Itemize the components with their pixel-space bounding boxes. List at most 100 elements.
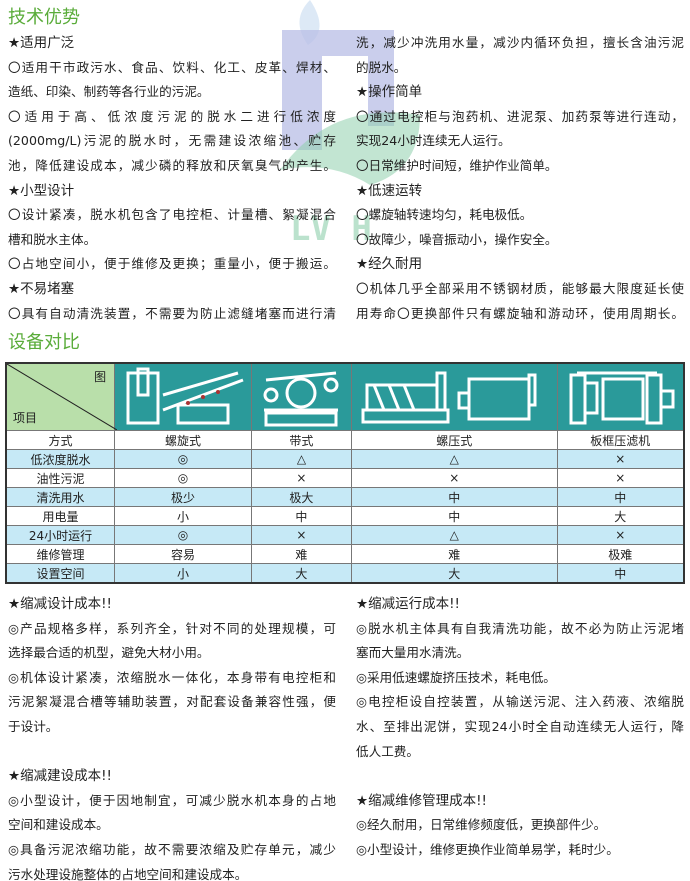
table-cell: 容易 (114, 544, 252, 564)
text-line: ◎电控柜设自控装置，从输送污泥、注入药液、浓缩脱 (356, 694, 684, 710)
text-line: 于设计。 (8, 718, 59, 734)
text-line: 洗，减少冲洗用水量，减沙内循环负担，擅长含油污泥 (356, 35, 684, 50)
table-cell: × (251, 525, 352, 545)
table-cell: △ (251, 449, 352, 469)
header-cell: 方式 (5, 430, 116, 450)
spacer (356, 764, 684, 789)
feature-heading: ★适用广泛 (8, 35, 75, 51)
text-line: (2000mg/L)污泥的脱水时，无需建设浓缩池、贮存 (8, 133, 336, 149)
table-cell: 中 (251, 506, 352, 526)
table-cell: 极大 (251, 487, 352, 507)
row-label-cell: 维修管理 (5, 544, 116, 564)
row-label-cell: 用电量 (5, 506, 116, 526)
table-row: 维修管理 容易难难极难 (5, 544, 685, 564)
advantages-right-column: 洗，减少冲洗用水量，减沙内循环负担，擅长含油污泥 的脱水。 ★操作简单 〇通过电… (356, 31, 684, 326)
text-line: 选择最合适的机型，避免大材小用。 (8, 645, 210, 661)
header-cell: 螺旋式 (114, 430, 252, 450)
table-cell: × (350, 468, 558, 488)
table-cell: 大 (556, 506, 685, 526)
table-cell: 大 (350, 563, 558, 584)
table-cell: ◎ (114, 525, 252, 545)
row-label-cell: 油性污泥 (5, 468, 116, 488)
text-line: 〇日常维护时间短，维护作业简单。 (356, 157, 558, 173)
text-line: 水、至排出泥饼，实现24小时全自动连续无人运行，降 (356, 718, 684, 734)
diagonal-line (7, 364, 117, 430)
row-label-cell: 清洗用水 (5, 487, 116, 507)
svg-text:LV H: LV H (290, 209, 372, 249)
text-line: ◎机体设计紧凑，浓缩脱水一体化，本身带有电控柜和 (8, 669, 336, 685)
text-line: 槽和脱水主体。 (8, 231, 97, 247)
table-cell: 极难 (556, 544, 685, 564)
header-cell: 带式 (251, 430, 352, 450)
corner-cell: 图 项目 (5, 362, 117, 431)
advantages-title: 技术优势 (8, 7, 80, 28)
header-cell: 螺压式 (350, 430, 558, 450)
text-line: 〇机体几乎全部采用不锈钢材质，能够最大限度延长使 (356, 280, 684, 296)
table-cell: △ (350, 449, 558, 469)
spacer (8, 740, 336, 765)
table-cell: ◎ (114, 449, 252, 469)
costs-right-column: ★缩减运行成本!! ◎脱水机主体具有自我清洗功能，故不必为防止污泥堵 塞而大量用… (356, 592, 684, 863)
comparison-table: 图 项目 方式 螺旋式 带式 螺压式 板框压滤机 低浓度脱水 ◎ △ △ × 油性污泥 ◎ ×… (5, 362, 685, 584)
table-cell: × (556, 449, 685, 469)
text-line: ◎小型设计，维修更换作业简单易学，耗时少。 (356, 841, 619, 857)
table-row: 清洗用水 极少 极大中中 (5, 487, 685, 507)
comparison-title: 设备对比 (8, 332, 80, 353)
cost-heading: ★缩减维修管理成本!! (356, 792, 487, 809)
text-line: 污泥絮凝混合槽等辅助装置，对配套设备兼容性强，便 (8, 694, 336, 710)
screw-machine-drawing (114, 362, 252, 431)
table-row: 设置空间小大大中 (5, 563, 685, 584)
table-cell: 难 (251, 544, 352, 564)
feature-heading: ★经久耐用 (356, 256, 423, 273)
text-line: ◎脱水机主体具有自我清洗功能，故不必为防止污泥堵 (356, 620, 684, 636)
text-line: 用寿命〇更换部件只有螺旋轴和游动环，使用周期长。 (356, 305, 684, 321)
image-row: 图 项目 (5, 362, 685, 431)
screw-press-drawing (350, 362, 558, 431)
feature-heading: ★低速运转 (356, 182, 423, 199)
text-line: 池，降低建设成本，减少磷的释放和厌氧臭气的产生。 (8, 157, 336, 173)
text-line: 造纸、印染、制药等各行业的污泥。 (8, 84, 210, 100)
text-line: 实现24小时连续无人运行。 (356, 133, 511, 149)
table-cell: × (251, 468, 352, 488)
cost-heading: ★缩减设计成本!! (8, 596, 112, 612)
table-cell: ◎ (114, 468, 252, 488)
text-line: 〇螺旋轴转速均匀，耗电极低。 (356, 207, 533, 223)
feature-heading: ★不易堵塞 (8, 280, 75, 297)
header-cell: 板框压滤机 (556, 430, 685, 450)
text-line: ◎经久耐用，日常维修频度低，更换部件少。 (356, 817, 607, 833)
belt-machine-drawing (251, 362, 352, 431)
text-line: 塞而大量用水清洗。 (356, 645, 470, 661)
plate-frame-press-drawing (556, 362, 685, 431)
table-cell: 中 (350, 487, 558, 507)
table-row: 24小时运行 ◎ × △ × (5, 525, 685, 545)
row-label-cell: 24小时运行 (5, 525, 116, 545)
table-cell: 小 (114, 506, 252, 526)
table-cell: 难 (350, 544, 558, 564)
text-line: ◎产品规格多样，系列齐全，针对不同的处理规模，可 (8, 620, 336, 636)
header-row: 方式 螺旋式 带式 螺压式 板框压滤机 (5, 430, 685, 450)
feature-heading: ★小型设计 (8, 182, 75, 199)
corner-label-image: 图 (94, 370, 107, 384)
table-row: 用电量小中中大 (5, 506, 685, 526)
row-label-cell: 设置空间 (5, 563, 116, 584)
text-line: 〇通过电控柜与泡药机、进泥泵、加药泵等进行连动， (356, 108, 684, 124)
text-line: 〇故障少，噪音振动小，操作安全。 (356, 231, 558, 247)
text-line: 〇适用干市政污水、食品、饮料、化工、皮革、焊材、 (8, 59, 336, 75)
text-line: 〇适用于高、低浓度污泥的脱水二进行低浓度 (8, 108, 336, 124)
row-label-cell: 低浓度脱水 (5, 449, 116, 469)
text-line: 〇具有自动清洗装置，不需要为防止滤缝堵塞而进行清 (8, 305, 336, 321)
table-cell: 中 (556, 563, 685, 584)
corner-label-item: 项目 (13, 411, 38, 425)
table-cell: × (556, 525, 685, 545)
text-line: 低人工费。 (356, 743, 419, 759)
text-line: 的脱水。 (356, 59, 407, 75)
table-cell: 极少 (114, 487, 252, 507)
costs-left-column: ★缩减设计成本!! ◎产品规格多样，系列齐全，针对不同的处理规模，可 选择最合适… (8, 592, 336, 881)
table-cell: 小 (114, 563, 252, 584)
table-row: 油性污泥 ◎ × × × (5, 468, 685, 488)
table-cell: 中 (350, 506, 558, 526)
company-logo-watermark: LV H (280, 0, 420, 249)
text-line: 〇设计紧凑，脱水机包含了电控柜、计量槽、絮凝混合 (8, 207, 336, 223)
text-line: ◎采用低速螺旋挤压技术，耗电低。 (356, 669, 556, 685)
